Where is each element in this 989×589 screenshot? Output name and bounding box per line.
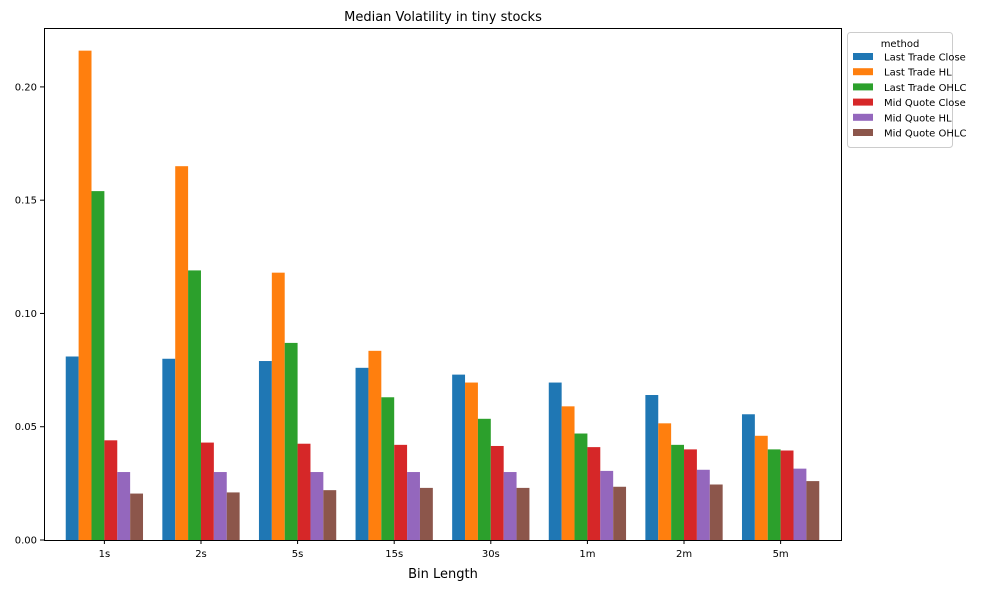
bar-last-trade-hl-5s	[271, 272, 285, 540]
bar-last-trade-ohlc-5s	[284, 342, 298, 540]
x-tick-label: 5m	[773, 549, 789, 560]
bar-mid-quote-hl-2m	[696, 469, 710, 540]
legend-swatch	[853, 68, 873, 76]
bar-last-trade-close-1s	[65, 356, 79, 540]
bar-mid-quote-hl-30s	[503, 472, 517, 540]
x-tick-label: 15s	[385, 549, 403, 560]
legend-swatch	[853, 53, 873, 60]
bar-mid-quote-ohlc-5m	[806, 481, 820, 540]
bar-last-trade-ohlc-2m	[671, 444, 685, 540]
bar-mid-quote-ohlc-1s	[130, 493, 144, 540]
legend-title: method	[881, 39, 920, 50]
bar-last-trade-hl-1m	[561, 406, 575, 540]
legend-swatch	[853, 98, 873, 106]
bar-last-trade-ohlc-2s	[188, 270, 201, 540]
bar-mid-quote-hl-5s	[310, 472, 324, 540]
bar-last-trade-close-1m	[548, 382, 562, 540]
bars-group	[65, 50, 820, 541]
legend-label: Last Trade OHLC	[884, 83, 967, 94]
x-tick-label: 5s	[292, 549, 304, 560]
bar-mid-quote-hl-2s	[213, 472, 227, 540]
bar-last-trade-close-15s	[355, 367, 369, 540]
bar-mid-quote-ohlc-30s	[516, 487, 530, 540]
legend-swatch	[853, 113, 873, 121]
bar-last-trade-close-5s	[258, 361, 272, 540]
bar-mid-quote-ohlc-2s	[226, 492, 240, 540]
bar-last-trade-hl-30s	[465, 382, 478, 540]
x-axis-label: Bin Length	[408, 567, 478, 582]
legend-label: Mid Quote HL	[884, 113, 952, 124]
x-axis: 1s 2s 5s 15s 30s 1m 2m 5m	[99, 540, 789, 560]
bar-last-trade-hl-1s	[78, 50, 92, 541]
bar-mid-quote-hl-1s	[117, 472, 131, 540]
y-tick-label: 0.15	[15, 196, 37, 207]
bar-last-trade-ohlc-5m	[767, 449, 781, 540]
bar-last-trade-hl-15s	[368, 350, 382, 540]
y-axis: 0.00 0.05 0.10 0.15 0.20	[15, 82, 44, 547]
y-tick-label: 0.10	[15, 309, 37, 320]
legend-frame	[847, 32, 953, 148]
legend-label: Mid Quote Close	[884, 98, 966, 109]
x-tick-label: 2s	[195, 549, 207, 560]
bar-last-trade-hl-5m	[754, 435, 768, 540]
bar-last-trade-close-2s	[162, 358, 176, 540]
bar-last-trade-ohlc-1s	[91, 191, 105, 540]
y-tick-label: 0.20	[15, 82, 37, 93]
legend-swatch	[853, 129, 873, 136]
bar-mid-quote-hl-1m	[600, 470, 614, 540]
bar-mid-quote-close-2m	[684, 449, 697, 540]
bar-mid-quote-ohlc-5s	[323, 490, 337, 540]
bar-mid-quote-close-30s	[490, 445, 504, 540]
legend-label: Last Trade HL	[884, 68, 952, 79]
bar-mid-quote-ohlc-1m	[613, 486, 627, 540]
bar-last-trade-ohlc-1m	[574, 433, 588, 540]
bar-mid-quote-ohlc-2m	[709, 484, 723, 540]
legend-label: Mid Quote OHLC	[884, 129, 966, 140]
y-tick-label: 0.05	[15, 422, 37, 433]
bar-mid-quote-close-5s	[297, 443, 311, 540]
bar-mid-quote-hl-5m	[793, 468, 807, 540]
y-tick-label: 0.00	[15, 536, 37, 547]
bar-mid-quote-close-5m	[780, 450, 794, 540]
chart-title: Median Volatility in tiny stocks	[344, 10, 542, 25]
legend-items: Last Trade Close Last Trade HL Last Trade …	[853, 53, 967, 140]
x-tick-label: 1m	[579, 549, 595, 560]
x-tick-label: 30s	[482, 549, 500, 560]
bar-last-trade-hl-2m	[658, 423, 672, 540]
bar-mid-quote-close-1m	[587, 447, 601, 540]
bar-mid-quote-close-2s	[200, 442, 214, 540]
x-tick-label: 2m	[676, 549, 692, 560]
bar-mid-quote-close-15s	[394, 444, 408, 540]
x-tick-label: 1s	[99, 549, 111, 560]
bar-mid-quote-hl-15s	[407, 472, 420, 540]
bar-last-trade-close-5m	[741, 414, 755, 540]
bar-last-trade-hl-2s	[175, 166, 189, 540]
bar-last-trade-close-2m	[645, 395, 659, 540]
bar-last-trade-ohlc-15s	[381, 397, 395, 540]
legend-label: Last Trade Close	[884, 53, 966, 64]
bar-mid-quote-close-1s	[104, 440, 118, 540]
legend-swatch	[853, 83, 873, 91]
bar-last-trade-close-30s	[452, 374, 466, 540]
plot-frame	[44, 28, 842, 541]
bar-last-trade-ohlc-30s	[477, 418, 491, 540]
bar-mid-quote-ohlc-15s	[419, 487, 433, 540]
